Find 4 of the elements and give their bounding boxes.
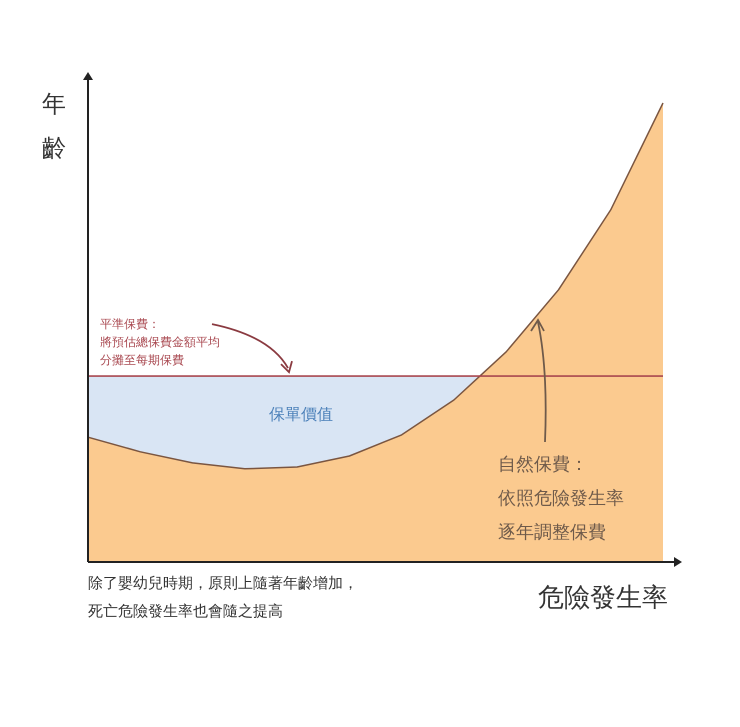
xlabel: 危險發生率 (538, 583, 668, 613)
annotation: 除了嬰幼兒時期，原則上隨著年齡增加，死亡危險發生率也會隨之提高 (88, 574, 358, 620)
ylabel: 年齡 (42, 90, 66, 162)
annotation: 自然保費：依照危險發生率逐年調整保費 (498, 454, 624, 543)
